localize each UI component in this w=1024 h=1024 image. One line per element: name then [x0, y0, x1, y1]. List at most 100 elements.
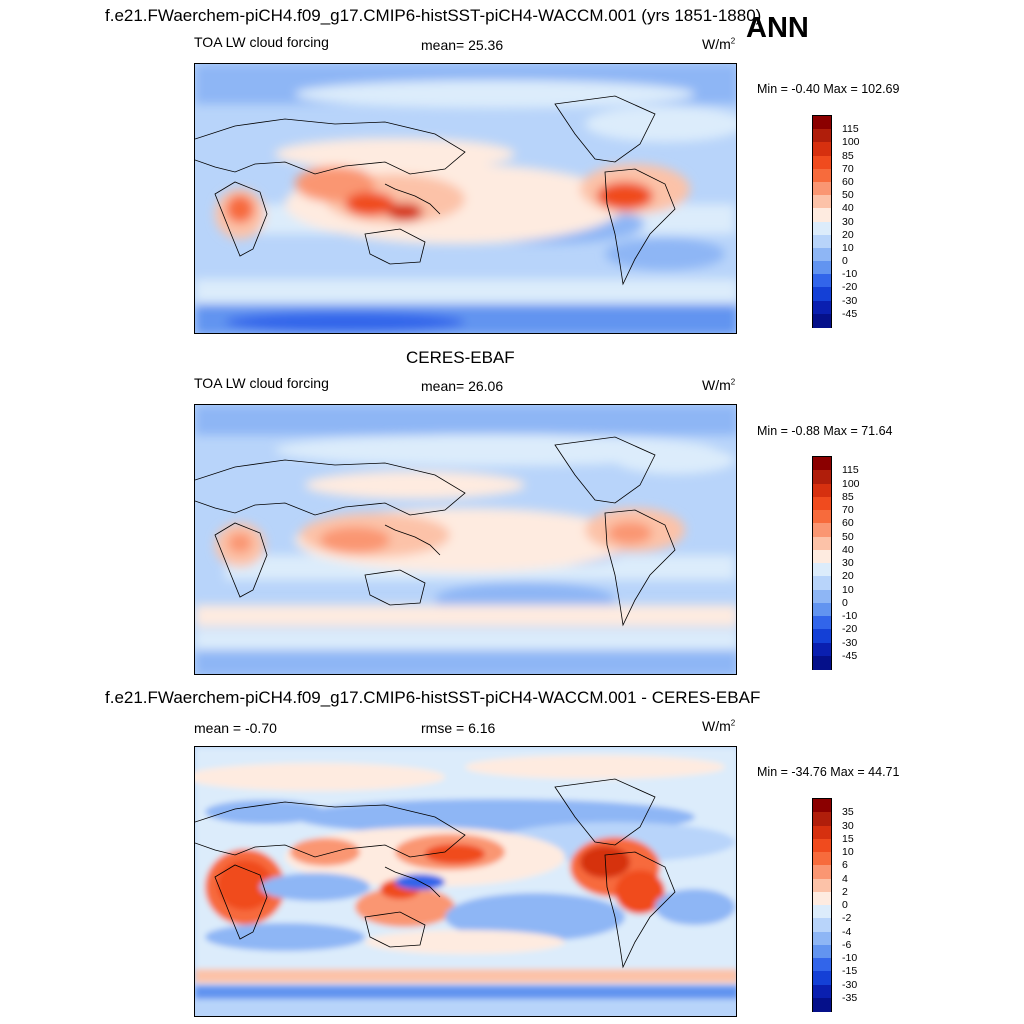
panel3-colorbar-swatch — [813, 825, 831, 840]
panel3-colorbar-tick-label: -4 — [842, 925, 852, 938]
panel2-colorbar-swatch — [813, 470, 831, 484]
panel1-colorbar-swatch — [813, 313, 831, 328]
panel2-colorbar-swatch — [813, 602, 831, 617]
panel2-colorbar-swatch — [813, 642, 831, 657]
panel3-colorbar-swatch — [813, 878, 831, 893]
panel2-colorbar-tick-label: 115 — [842, 464, 859, 477]
panel1-colorbar-tick-label: 0 — [842, 255, 848, 268]
panel3-title: f.e21.FWaerchem-piCH4.f09_g17.CMIP6-hist… — [105, 688, 761, 707]
season-label: ANN — [746, 12, 809, 44]
panel1-colorbar-tick-label: -30 — [842, 294, 858, 307]
panel1-colorbar-swatch — [813, 287, 831, 302]
panel3-colorbar-tick-label: -30 — [842, 978, 858, 991]
panel3-colorbar — [812, 798, 832, 1012]
panel1-colorbar-tick-label: 40 — [842, 202, 854, 215]
panel3-colorbar-swatch — [813, 984, 831, 999]
panel1-colorbar-swatch — [813, 274, 831, 288]
panel1-colorbar-swatch — [813, 116, 831, 130]
panel3-colorbar-tick-label: 4 — [842, 872, 848, 885]
panel2-colorbar-swatch — [813, 655, 831, 670]
panel3-colorbar-tick-label: 30 — [842, 819, 854, 832]
panel1-colorbar-swatch — [813, 155, 831, 170]
panel2-colorbar-tick-label: 40 — [842, 543, 854, 556]
panel3-colorbar-swatch — [813, 918, 831, 932]
panel2-colorbar-swatch — [813, 576, 831, 590]
panel2-colorbar-swatch — [813, 523, 831, 537]
panel3-colorbar-tick-label: -10 — [842, 952, 858, 964]
panel2-colorbar-swatch — [813, 616, 831, 630]
panel3-colorbar-swatch — [813, 852, 831, 866]
panel1-colorbar-tick-label: 60 — [842, 175, 854, 188]
panel1-colorbar-tick-label: 10 — [842, 241, 854, 254]
panel2-colorbar-tick-label: 50 — [842, 530, 854, 543]
panel2-colorbar-tick-label: -10 — [842, 610, 858, 622]
panel1-colorbar-swatch — [813, 300, 831, 315]
panel3-colorbar-swatch — [813, 799, 831, 813]
panel2-colorbar-tick-label: 0 — [842, 596, 848, 609]
panel2-colorbar-tick-label: 70 — [842, 504, 854, 516]
panel2-colorbar-tick-label: -20 — [842, 623, 858, 636]
panel2-colorbar-swatch — [813, 457, 831, 471]
panel2-colorbar-swatch — [813, 563, 831, 577]
panel3-colorbar-swatch — [813, 997, 831, 1012]
panel3-colorbar-swatch — [813, 891, 831, 906]
panel1-colorbar-swatch — [813, 221, 831, 236]
panel1-colorbar-tick-label: 50 — [842, 189, 854, 202]
panel2-colorbar-tick-label: 30 — [842, 557, 854, 569]
panel2-colorbar — [812, 456, 832, 670]
panel3-mean-label: mean = -0.70 — [194, 720, 277, 736]
panel3-colorbar-swatch — [813, 812, 831, 826]
panel3-colorbar-tick-label: -15 — [842, 965, 858, 978]
panel2-colorbar-tick-label: 60 — [842, 517, 854, 530]
panel3-colorbar-swatch — [813, 931, 831, 946]
panel1-colorbar-tick-label: -45 — [842, 307, 858, 320]
panel2-colorbar-tick-label: 20 — [842, 570, 854, 583]
panel1-map — [194, 63, 737, 334]
panel2-title: CERES-EBAF — [406, 348, 515, 367]
panel1-colorbar-tick-label: 100 — [842, 136, 860, 149]
panel3-colorbar-swatch — [813, 944, 831, 959]
panel2-map — [194, 404, 737, 675]
panel1-mean-label: mean= 25.36 — [421, 37, 504, 53]
panel2-colorbar-tick-label: -30 — [842, 636, 858, 649]
panel3-colorbar-tick-label: 6 — [842, 859, 848, 872]
panel3-colorbar-tick-label: -6 — [842, 938, 852, 951]
panel3-minmax: Min = -34.76 Max = 44.71 — [757, 765, 900, 779]
panel2-minmax: Min = -0.88 Max = 71.64 — [757, 424, 893, 438]
panel2-colorbar-swatch — [813, 536, 831, 551]
panel1-colorbar-tick-label: 85 — [842, 149, 854, 162]
panel3-colorbar-tick-label: 10 — [842, 846, 854, 858]
panel2-colorbar-swatch — [813, 549, 831, 564]
panel1-colorbar-swatch — [813, 261, 831, 275]
panel3-colorbar-tick-label: 15 — [842, 832, 854, 845]
panel2-variable-label: TOA LW cloud forcing — [194, 375, 329, 391]
panel2-colorbar-tick-label: 85 — [842, 490, 854, 503]
panel1-minmax: Min = -0.40 Max = 102.69 — [757, 82, 900, 96]
panel2-colorbar-tick-label: -45 — [842, 649, 858, 662]
panel3-colorbar-swatch — [813, 838, 831, 853]
panel1-colorbar — [812, 115, 832, 328]
panel1-colorbar-tick-label: -20 — [842, 281, 858, 294]
panel1-colorbar-swatch — [813, 208, 831, 222]
panel1-colorbar-tick-label: -10 — [842, 268, 858, 281]
panel1-title: f.e21.FWaerchem-piCH4.f09_g17.CMIP6-hist… — [105, 6, 762, 25]
panel1-colorbar-tick-label: 70 — [842, 162, 854, 175]
panel1-colorbar-swatch — [813, 142, 831, 157]
panel2-mean-label: mean= 26.06 — [421, 378, 504, 394]
panel2-colorbar-tick-label: 10 — [842, 583, 854, 596]
panel1-colorbar-swatch — [813, 129, 831, 143]
panel3-colorbar-tick-label: -2 — [842, 912, 852, 925]
panel3-colorbar-swatch — [813, 905, 831, 919]
panel1-colorbar-tick-label: 20 — [842, 228, 854, 241]
panel3-map — [194, 746, 737, 1017]
panel1-colorbar-swatch — [813, 168, 831, 183]
panel2-colorbar-swatch — [813, 496, 831, 511]
panel2-colorbar-swatch — [813, 629, 831, 643]
panel1-colorbar-swatch — [813, 247, 831, 262]
panel1-colorbar-swatch — [813, 234, 831, 249]
panel3-colorbar-tick-label: 2 — [842, 885, 848, 898]
panel3-colorbar-tick-label: -35 — [842, 991, 858, 1004]
panel2-units: W/m2 — [702, 377, 736, 393]
panel1-variable-label: TOA LW cloud forcing — [194, 34, 329, 50]
panel1-colorbar-swatch — [813, 195, 831, 209]
